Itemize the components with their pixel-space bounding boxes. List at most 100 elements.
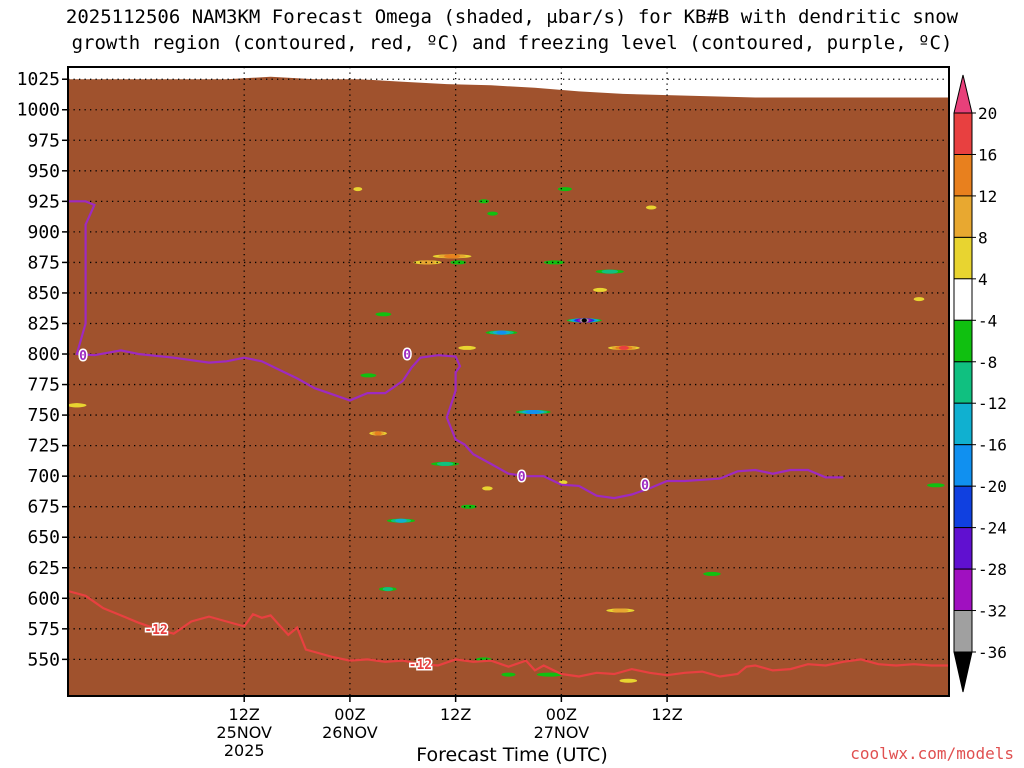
x-tick-label-60-0: 12Z <box>651 705 682 724</box>
contour-dendritic-line <box>68 589 949 678</box>
y-tick-label-575: 575 <box>27 619 60 640</box>
y-tick-label-925: 925 <box>27 191 60 212</box>
contour-label-4: 0 <box>518 470 526 485</box>
colorbar-label-6: -8 <box>978 353 997 372</box>
colorbar-segment-7 <box>953 402 973 446</box>
chart-title-line-2: growth region (contoured, red, ºC) and f… <box>71 32 953 54</box>
omega-cell-8-level-1 <box>601 269 618 274</box>
contour-label-2: 0 <box>79 349 87 364</box>
colorbar-segment-0 <box>953 112 973 155</box>
omega-cell-33-level-0 <box>913 297 925 302</box>
omega-cell-27-level-1 <box>612 608 629 613</box>
x-tick-label-36-0: 12Z <box>440 705 471 724</box>
colorbar-segment-11 <box>953 568 973 612</box>
colorbar-segment-1 <box>953 154 973 197</box>
y-tick-label-850: 850 <box>27 283 60 304</box>
y-tick-label-750: 750 <box>27 405 60 426</box>
colorbar-label-5: -4 <box>978 311 997 330</box>
x-tick-label-12-2: 2025 <box>224 741 265 760</box>
omega-cell-20-level-0 <box>536 672 564 677</box>
colorbar-segment-8 <box>953 444 973 487</box>
colorbar-segment-5 <box>953 319 973 363</box>
omega-cell-11-level-0 <box>450 260 467 265</box>
omega-cell-21-level-2 <box>374 431 382 436</box>
credit-text: coolwx.com/models <box>850 744 1014 763</box>
colorbar-label-7: -12 <box>978 394 1007 413</box>
omega-cell-3-level-1 <box>436 461 454 466</box>
colorbar-label-10: -24 <box>978 519 1007 538</box>
colorbar-segment-10 <box>953 527 973 570</box>
x-tick-label-48-0: 00Z <box>546 705 577 724</box>
colorbar-label-9: -20 <box>978 477 1007 496</box>
omega-cell-22-level-1 <box>419 260 436 265</box>
y-tick-label-775: 775 <box>27 375 60 396</box>
colorbar-label-11: -28 <box>978 560 1007 579</box>
omega-cell-10-level-0 <box>375 312 392 317</box>
colorbar-segment-3 <box>953 236 973 280</box>
y-tick-label-875: 875 <box>27 252 60 273</box>
y-tick-label-825: 825 <box>27 313 60 334</box>
colorbar-segment-9 <box>953 485 973 529</box>
omega-cell-12-level-0 <box>478 199 490 204</box>
y-tick-label-650: 650 <box>27 527 60 548</box>
x-axis-title: Forecast Time (UTC) <box>416 744 608 766</box>
chart-title-line-1: 2025112506 NAM3KM Forecast Omega (shaded… <box>65 6 959 28</box>
y-tick-label-975: 975 <box>27 130 60 151</box>
colorbar-segment-6 <box>953 361 973 404</box>
x-tick-label-24-0: 00Z <box>334 705 365 724</box>
omega-cell-7-level-8 <box>581 318 587 323</box>
colorbar-segment-2 <box>953 195 973 238</box>
plot-data-group: -12 -12 0 0 0 0 <box>68 67 949 696</box>
omega-cell-4-level-0 <box>461 504 477 509</box>
omega-cell-23-level-2 <box>444 254 461 259</box>
omega-cell-16-level-0 <box>703 571 721 576</box>
omega-cell-13-level-0 <box>487 211 498 216</box>
omega-cell-30-level-0 <box>593 287 608 292</box>
omega-cell-26-level-0 <box>353 187 363 192</box>
contour-label-1: -12 <box>409 658 432 673</box>
y-tick-label-700: 700 <box>27 466 60 487</box>
omega-cell-1-level-1 <box>382 587 393 592</box>
colorbar-label-1: 16 <box>978 145 997 164</box>
y-tick-label-725: 725 <box>27 436 60 457</box>
colorbar-label-12: -32 <box>978 602 1007 621</box>
omega-cell-24-level-0 <box>458 345 476 350</box>
colorbar-label-13: -36 <box>978 643 1007 662</box>
omega-cell-32-level-0 <box>619 678 638 683</box>
y-tick-label-1000: 1000 <box>17 100 60 121</box>
omega-cell-9-level-0 <box>360 373 377 378</box>
y-tick-label-550: 550 <box>27 649 60 670</box>
omega-cell-2-level-2 <box>395 518 407 523</box>
omega-cell-17-level-0 <box>927 483 945 488</box>
colorbar-label-3: 8 <box>978 228 988 247</box>
x-tick-label-48-1: 27NOV <box>534 723 590 742</box>
omega-cell-15-level-0 <box>557 187 572 192</box>
colorbar-segment-4 <box>953 278 973 321</box>
plot-frame <box>67 66 950 697</box>
contour-label-0: -12 <box>144 623 167 638</box>
y-tick-label-800: 800 <box>27 344 60 365</box>
colorbar-arrow-top <box>953 74 973 114</box>
colorbar-label-8: -16 <box>978 436 1007 455</box>
omega-cell-19-level-0 <box>501 672 516 677</box>
x-tick-label-12-1: 25NOV <box>216 723 272 742</box>
contour-label-5: 0 <box>641 479 649 494</box>
y-tick-label-625: 625 <box>27 558 60 579</box>
contour-label-3: 0 <box>403 348 411 363</box>
x-tick-label-24-1: 26NOV <box>322 723 378 742</box>
contour-freezing-line <box>68 200 844 500</box>
omega-cell-0-level-2 <box>72 403 81 408</box>
y-tick-label-675: 675 <box>27 497 60 518</box>
colorbar-label-4: 4 <box>978 270 988 289</box>
terrain-fill <box>68 76 949 696</box>
omega-cell-14-level-0 <box>543 260 565 265</box>
y-tick-label-1025: 1025 <box>17 69 60 90</box>
y-tick-label-900: 900 <box>27 222 60 243</box>
y-tick-label-600: 600 <box>27 588 60 609</box>
colorbar-label-0: 20 <box>978 104 997 123</box>
y-tick-label-950: 950 <box>27 161 60 182</box>
colorbar-segment-12 <box>953 610 973 653</box>
x-tick-label-12-0: 12Z <box>229 705 260 724</box>
colorbar-arrow-bottom <box>953 651 973 693</box>
